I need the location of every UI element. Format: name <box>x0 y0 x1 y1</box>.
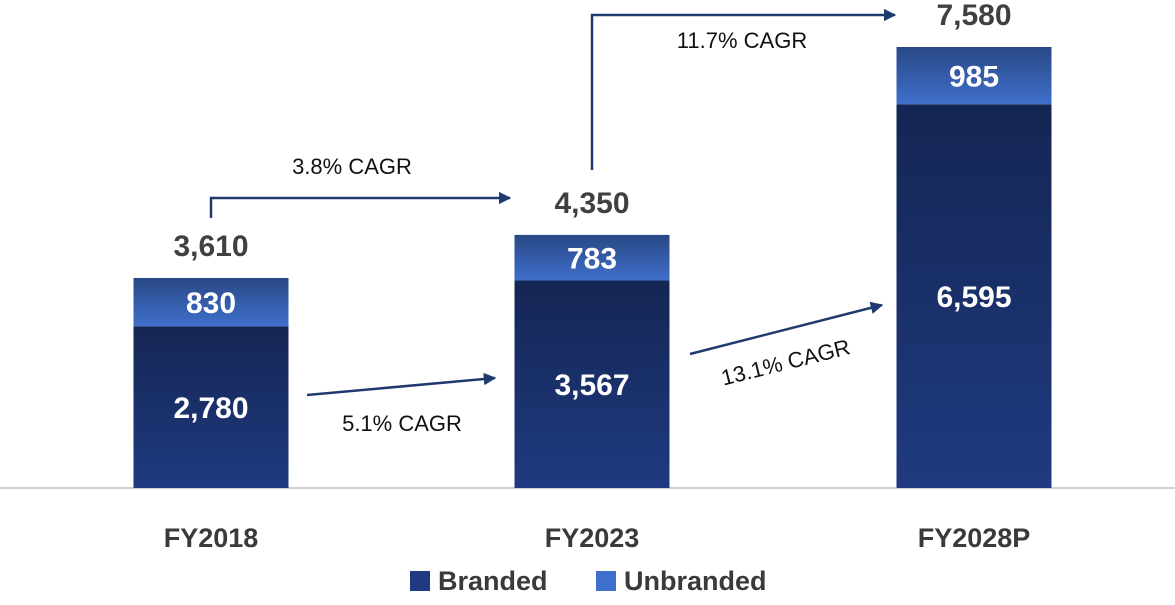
total-label: 4,350 <box>554 187 629 220</box>
arrows <box>209 8 897 397</box>
bar-shade <box>133 277 289 327</box>
value-label: 985 <box>949 61 999 94</box>
value-label: 6,595 <box>936 281 1011 314</box>
annotation: 3.8% CAGR <box>292 154 412 179</box>
bar-shade <box>514 234 670 281</box>
legend-label: Unbranded <box>624 566 767 596</box>
arrow <box>590 8 897 170</box>
x-tick-label: FY2023 <box>545 523 640 553</box>
arrow <box>689 301 884 356</box>
x-tick-label: FY2018 <box>164 523 259 553</box>
annotation: 11.7% CAGR <box>677 28 807 53</box>
legend-label: Branded <box>438 566 548 596</box>
value-label: 3,567 <box>554 369 629 402</box>
bar-shade <box>896 104 1052 488</box>
bar-shade <box>133 326 289 488</box>
value-label: 830 <box>186 287 236 320</box>
bar-shade <box>896 47 1052 105</box>
arrow <box>306 372 497 397</box>
total-label: 7,580 <box>936 0 1011 32</box>
value-label: 783 <box>567 243 617 276</box>
arrow <box>209 191 512 218</box>
legend-swatch <box>596 571 616 591</box>
value-label: 2,780 <box>173 392 248 425</box>
bar-shade <box>514 280 670 488</box>
legend-swatch <box>410 571 430 591</box>
total-label: 3,610 <box>173 230 248 263</box>
x-tick-label: FY2028P <box>918 523 1031 553</box>
annotation: 5.1% CAGR <box>342 411 462 436</box>
